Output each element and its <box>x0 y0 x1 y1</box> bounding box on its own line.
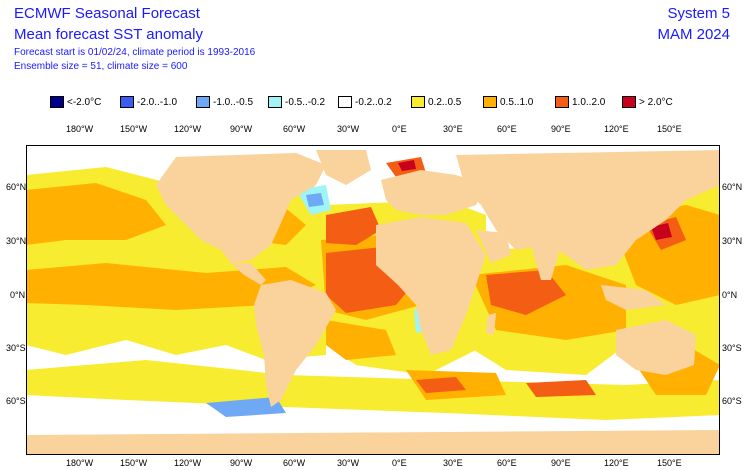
africa-landmass <box>376 217 486 355</box>
greenland-landmass <box>316 150 371 185</box>
india-landmass <box>531 245 561 280</box>
australia-landmass <box>616 320 696 375</box>
lon-label-bottom: 150°E <box>657 458 682 468</box>
legend-label: 0.5..1.0 <box>500 96 534 108</box>
lon-label-top: 90°W <box>230 124 253 134</box>
legend-swatch <box>483 96 497 108</box>
legend-item: > 2.0°C <box>622 95 673 109</box>
legend-item: 0.5..1.0 <box>483 95 533 109</box>
north-america-landmass <box>156 153 326 263</box>
lon-label-bottom: 120°E <box>604 458 629 468</box>
lat-label-left: 60°N <box>6 182 27 192</box>
lon-label-top: 120°W <box>174 124 202 134</box>
lon-label-top: 180°W <box>66 124 94 134</box>
lat-label-right: 60°S <box>722 396 742 406</box>
chart-title: ECMWF Seasonal Forecast <box>14 5 200 22</box>
lon-label-bottom: 30°E <box>443 458 463 468</box>
sst-anomaly-map <box>26 145 720 455</box>
lat-label-left: 0°N <box>10 290 26 300</box>
lon-label-top: 30°W <box>337 124 360 134</box>
asia-landmass <box>456 150 720 270</box>
lat-label-right: 30°N <box>722 236 743 246</box>
lon-label-bottom: 90°E <box>551 458 571 468</box>
map-frame <box>26 145 720 455</box>
legend-item: -1.0..-0.5 <box>196 95 253 109</box>
madagascar-landmass <box>486 313 496 335</box>
forecast-info: Forecast start is 01/02/24, climate peri… <box>14 47 256 58</box>
legend-swatch <box>268 96 282 108</box>
europe-landmass <box>381 170 486 215</box>
legend-item: 0.2..0.5 <box>411 95 461 109</box>
legend-swatch <box>555 96 569 108</box>
legend-swatch <box>50 96 64 108</box>
anomaly-band-above-2-0 <box>398 160 672 240</box>
lat-label-left: 30°N <box>6 236 27 246</box>
legend-swatch <box>338 96 352 108</box>
period-label: MAM 2024 <box>657 26 730 43</box>
legend-label: -0.5..-0.2 <box>285 96 326 108</box>
lon-label-top: 60°W <box>283 124 306 134</box>
legend-label: 0.2..0.5 <box>428 96 462 108</box>
south-america-landmass <box>254 280 336 407</box>
lon-label-bottom: 150°W <box>120 458 148 468</box>
antarctica-landmass <box>26 430 720 455</box>
legend-swatch <box>196 96 210 108</box>
legend-swatch <box>120 96 134 108</box>
lon-label-bottom: 180°W <box>66 458 94 468</box>
lon-label-top: 150°W <box>120 124 148 134</box>
legend-label: > 2.0°C <box>639 96 673 108</box>
legend-label: -0.2..0.2 <box>355 96 392 108</box>
legend-item: -0.2..0.2 <box>338 95 392 109</box>
lon-label-top: 30°E <box>443 124 463 134</box>
land <box>26 150 720 455</box>
lat-label-left: 30°S <box>6 343 26 353</box>
lon-label-top: 60°E <box>497 124 517 134</box>
legend-item: <-2.0°C <box>50 95 101 109</box>
legend-item: 1.0..2.0 <box>555 95 605 109</box>
lat-label-left: 60°S <box>6 396 26 406</box>
lon-label-bottom: 60°E <box>497 458 517 468</box>
legend-item: -0.5..-0.2 <box>268 95 325 109</box>
ensemble-info: Ensemble size = 51, climate size = 600 <box>14 61 188 72</box>
lat-label-right: 0°N <box>722 290 738 300</box>
anomaly-band-neg-1-0-neg-0-5 <box>206 193 324 417</box>
legend-swatch <box>622 96 636 108</box>
lon-label-top: 90°E <box>551 124 571 134</box>
central-america-landmass <box>231 263 266 285</box>
legend-label: -1.0..-0.5 <box>213 96 254 108</box>
lon-label-bottom: 90°W <box>230 458 253 468</box>
lat-label-right: 30°S <box>722 343 742 353</box>
lon-label-top: 150°E <box>657 124 682 134</box>
lon-label-top: 120°E <box>604 124 629 134</box>
lon-label-top: 0°E <box>392 124 407 134</box>
system-label: System 5 <box>667 5 730 22</box>
lon-label-bottom: 60°W <box>283 458 306 468</box>
chart-subtitle: Mean forecast SST anomaly <box>14 26 203 43</box>
arabia-landmass <box>476 230 511 263</box>
lon-label-bottom: 0°E <box>392 458 407 468</box>
lon-label-bottom: 30°W <box>337 458 360 468</box>
legend-item: -2.0..-1.0 <box>120 95 177 109</box>
map-canvas <box>26 145 720 455</box>
lat-label-right: 60°N <box>722 182 743 192</box>
maritime-continent-landmass <box>601 285 666 310</box>
legend-label: -2.0..-1.0 <box>137 96 178 108</box>
legend-label: 1.0..2.0 <box>572 96 606 108</box>
lon-label-bottom: 120°W <box>174 458 202 468</box>
legend-swatch <box>411 96 425 108</box>
legend-label: <-2.0°C <box>67 96 102 108</box>
